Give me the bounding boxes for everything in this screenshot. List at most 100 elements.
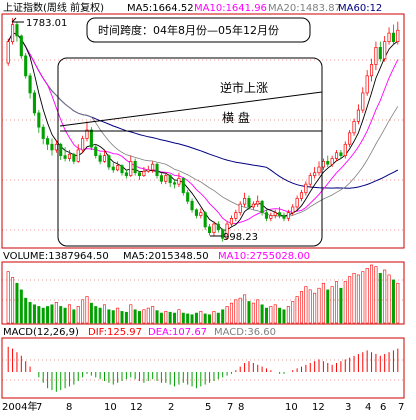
- volume-bar: [278, 307, 282, 324]
- volume-bar: [120, 311, 124, 324]
- candle-body: [212, 223, 216, 233]
- candle-body: [221, 229, 225, 239]
- candle-body: [216, 223, 220, 231]
- candle-body: [308, 175, 312, 185]
- x-axis-tick: 10: [104, 402, 117, 413]
- candle-body: [396, 29, 400, 42]
- volume-bar: [321, 282, 325, 324]
- candle-body: [142, 170, 146, 176]
- candle-body: [383, 41, 387, 60]
- candle-body: [146, 169, 150, 172]
- candle-body: [164, 175, 168, 182]
- candle-body: [304, 183, 308, 194]
- candle-body: [330, 158, 334, 165]
- candle-body: [46, 138, 50, 145]
- candle-body: [155, 163, 159, 176]
- annotation-frame: [57, 57, 323, 247]
- volume-bar: [89, 302, 93, 324]
- x-axis-tick: 6: [380, 402, 386, 413]
- candle-body: [98, 155, 102, 162]
- volume-bar: [54, 301, 58, 324]
- volume-bar: [387, 274, 391, 324]
- x-axis-tick: 7: [227, 402, 233, 413]
- ma20-label: MA20:1483.87: [268, 3, 341, 14]
- volume-bar: [317, 287, 321, 324]
- candle-body: [107, 155, 111, 168]
- volume-ma10-label: MA10:2755028.00: [218, 251, 310, 262]
- volume-bars: [6, 264, 400, 324]
- volume-bar: [142, 309, 146, 324]
- index-title: 上证指数(周线 前复权): [3, 1, 104, 14]
- candle-body: [247, 198, 251, 208]
- volume-bar: [177, 309, 181, 324]
- candle-body: [339, 152, 343, 157]
- volume-bar: [374, 266, 378, 324]
- volume-bar: [155, 310, 159, 324]
- candle-body: [321, 161, 325, 168]
- candle-body: [369, 64, 374, 77]
- volume-bar: [361, 271, 365, 324]
- ma10-line: [7, 32, 399, 224]
- candle-body: [94, 146, 98, 157]
- candle-body: [291, 206, 295, 213]
- volume-bar: [313, 292, 317, 324]
- candle-body: [63, 155, 67, 159]
- macd-label: MACD:36.60: [214, 327, 276, 338]
- volume-bar: [46, 306, 50, 324]
- candle-body: [85, 129, 89, 139]
- grid-lines: [2, 59, 404, 381]
- candle-body: [133, 161, 137, 174]
- candle-body: [129, 161, 133, 176]
- volume-bar: [326, 289, 330, 324]
- candle-body: [299, 192, 304, 199]
- candle-body: [194, 209, 198, 216]
- candle-body: [391, 32, 395, 42]
- candle-body: [238, 203, 242, 214]
- volume-bar: [212, 311, 216, 324]
- candle-body: [89, 129, 93, 148]
- candle-body: [28, 75, 32, 94]
- candle-body: [251, 203, 255, 208]
- volume-bar: [67, 304, 71, 324]
- volume-bar: [181, 312, 185, 324]
- volume-bar: [304, 286, 308, 324]
- volume-bar: [111, 310, 115, 324]
- candle-body: [295, 198, 299, 208]
- candle-body: [343, 143, 347, 156]
- candle-body: [50, 143, 54, 151]
- volume-bar: [159, 312, 163, 324]
- candle-body: [137, 172, 142, 176]
- candle-body: [378, 46, 382, 60]
- candle-body: [374, 46, 378, 65]
- volume-bar: [59, 306, 63, 324]
- volume-bar: [15, 282, 19, 324]
- candle-body: [37, 112, 41, 128]
- volume-bar: [81, 299, 85, 324]
- volume-bar: [199, 311, 203, 324]
- candle-body: [124, 172, 128, 176]
- x-axis-tick: 10: [285, 402, 298, 413]
- volume-bar: [37, 306, 41, 324]
- volume-bar: [356, 274, 360, 324]
- dif-label: DIF:125.97: [88, 327, 142, 338]
- volume-bar: [352, 272, 356, 324]
- volume-bar: [383, 269, 387, 324]
- volume-bar: [264, 307, 268, 324]
- volume-bar: [286, 306, 290, 324]
- candle-body: [120, 165, 124, 174]
- volume-bar: [116, 307, 120, 324]
- volume-bar: [216, 312, 220, 324]
- time-span-text: 时间跨度：04年8月份—05年12月份: [98, 23, 279, 37]
- volume-bar: [63, 307, 67, 324]
- x-axis-tick: 8: [238, 402, 244, 413]
- candle-body: [76, 149, 80, 162]
- candle-body: [72, 153, 76, 162]
- candle-body: [159, 175, 163, 182]
- candle-body: [41, 126, 45, 139]
- volume-bar: [348, 276, 352, 324]
- x-axis-tick: 5: [205, 402, 211, 413]
- x-axis-tick: 7: [36, 402, 42, 413]
- volume-bar: [291, 301, 295, 324]
- ma5-label: MA5:1664.52: [127, 3, 194, 14]
- ma20-line: [7, 32, 399, 217]
